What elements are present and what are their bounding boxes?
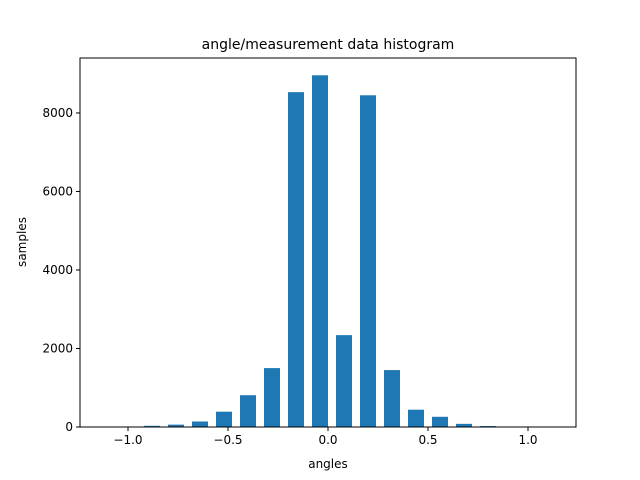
x-axis-label: angles [308, 457, 348, 471]
bar-7 [288, 92, 304, 427]
bar-3 [192, 421, 208, 427]
x-axis: −1.0 −0.5 0.0 0.5 1.0 [113, 427, 538, 447]
x-tick-label: 1.0 [518, 433, 537, 447]
y-tick-label: 6000 [42, 184, 73, 198]
x-tick-label: 0.0 [318, 433, 337, 447]
x-tick-label: −1.0 [113, 433, 142, 447]
bar-8 [312, 75, 328, 427]
bars-group [144, 75, 568, 428]
bar-6 [264, 368, 280, 427]
y-axis: 0 2000 4000 6000 8000 [42, 106, 80, 434]
x-tick-label: 0.5 [418, 433, 437, 447]
bar-9 [336, 335, 352, 427]
bar-1 [144, 425, 160, 427]
y-tick-label: 2000 [42, 341, 73, 355]
bar-13 [432, 416, 448, 427]
bar-2 [168, 424, 184, 427]
y-tick-label: 8000 [42, 106, 73, 120]
bar-5 [240, 395, 256, 427]
chart-title: angle/measurement data histogram [202, 37, 455, 53]
y-axis-label: samples [15, 217, 29, 267]
y-tick-label: 0 [65, 420, 73, 434]
bar-14 [456, 423, 472, 427]
bar-4 [216, 411, 232, 427]
y-tick-label: 4000 [42, 263, 73, 277]
bar-11 [384, 370, 400, 427]
bar-12 [408, 409, 424, 427]
bar-10 [360, 95, 376, 428]
x-tick-label: −0.5 [213, 433, 242, 447]
